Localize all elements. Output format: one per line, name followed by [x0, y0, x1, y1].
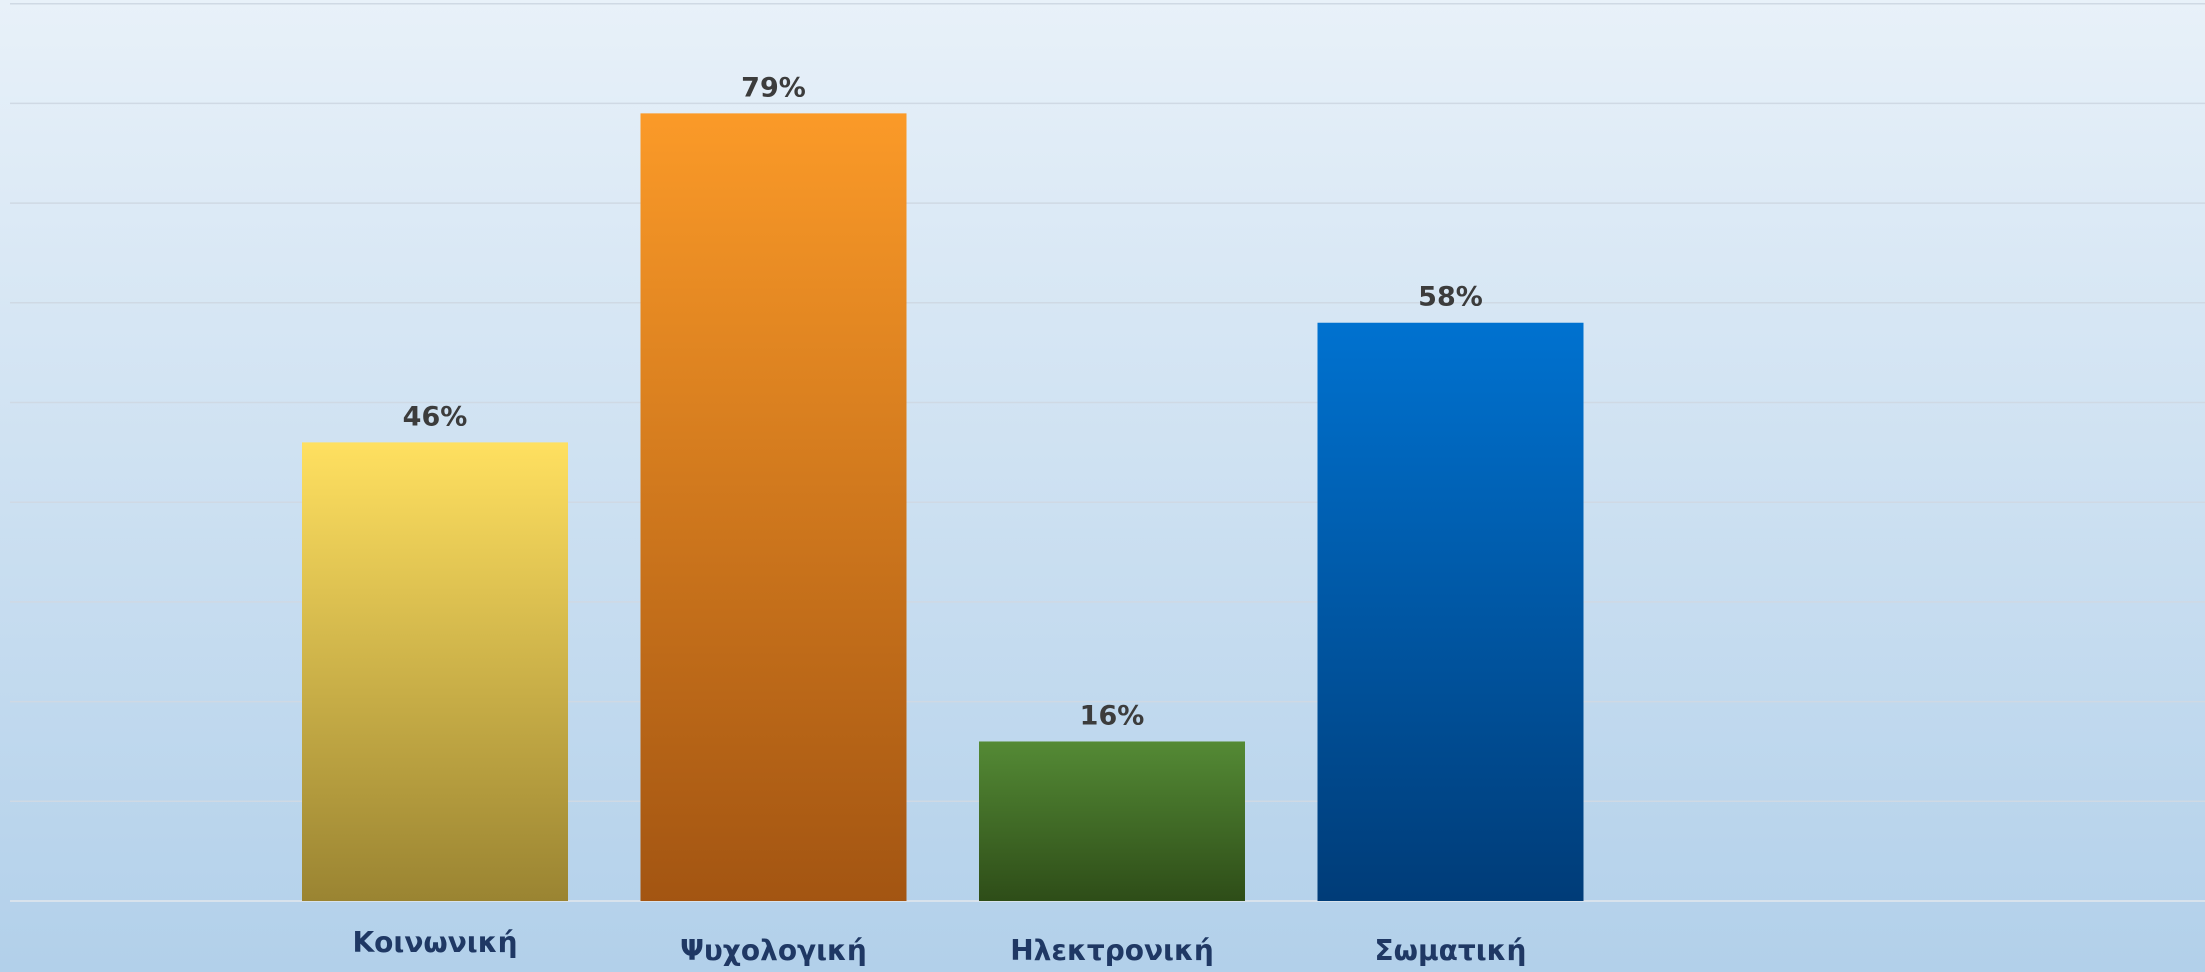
bars: [302, 113, 1584, 902]
category-label-1: Κοινωνική: [352, 926, 517, 959]
value-label-1: 46%: [403, 401, 468, 432]
bar-2: [640, 113, 907, 902]
category-label-4: Σωματική: [1375, 934, 1527, 967]
bar-4: [1317, 322, 1584, 901]
value-label-2: 79%: [741, 72, 806, 103]
category-labels: Κοινωνική Ψυχολογική Ηλεκτρονική Σωματική: [352, 926, 1526, 967]
value-label-3: 16%: [1080, 700, 1145, 731]
bar-1: [302, 442, 568, 901]
category-label-3: Ηλεκτρονική: [1010, 934, 1214, 967]
bar-3: [979, 741, 1245, 901]
category-label-2: Ψυχολογική: [680, 934, 867, 967]
value-labels: 46% 79% 16% 58%: [403, 72, 1483, 731]
value-label-4: 58%: [1418, 282, 1483, 313]
